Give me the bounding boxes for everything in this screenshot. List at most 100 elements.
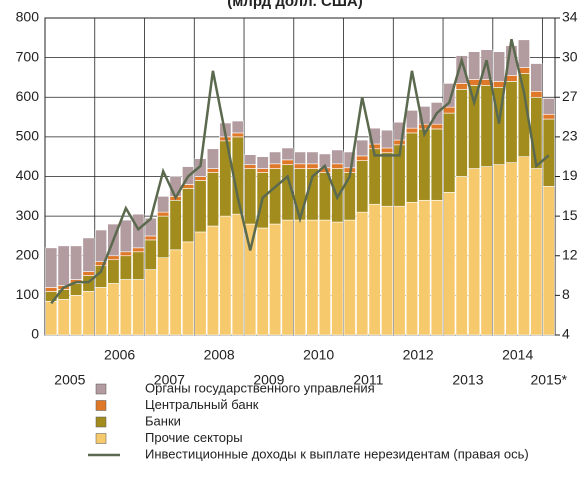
y2-tick-label: 8 xyxy=(562,286,570,302)
bar-segment xyxy=(107,255,120,261)
bar-segment xyxy=(82,291,95,336)
bar-segment xyxy=(542,113,555,120)
legend-label: Банки xyxy=(145,413,181,428)
bar-segment xyxy=(381,147,394,154)
bar-segment xyxy=(368,127,381,145)
bar-segment xyxy=(468,51,481,80)
bar-segment xyxy=(530,168,543,336)
bar-segment xyxy=(132,251,145,280)
bar-segment xyxy=(82,271,95,276)
bar-segment xyxy=(219,215,232,336)
x-tick-label: 2013 xyxy=(452,372,483,388)
bar-segment xyxy=(256,227,269,336)
bar-segment xyxy=(157,211,170,217)
bar-segment xyxy=(45,247,58,288)
bar-segment xyxy=(269,163,282,169)
bar-segment xyxy=(530,63,543,92)
bar-segment xyxy=(530,91,543,98)
bar-segment xyxy=(119,279,132,336)
y-tick-label: 200 xyxy=(16,246,40,262)
bar-segment xyxy=(269,223,282,336)
bar-segment xyxy=(231,120,244,134)
x-tick-label: 2008 xyxy=(204,347,235,363)
y2-tick-label: 19 xyxy=(562,167,578,183)
bar-segment xyxy=(256,168,269,173)
y-tick-label: 500 xyxy=(16,128,40,144)
bar-segment xyxy=(493,51,506,82)
bar-segment xyxy=(144,269,157,336)
bar-segment xyxy=(45,287,58,292)
legend-swatch xyxy=(95,383,107,395)
bar-segment xyxy=(281,219,294,336)
bar-segment xyxy=(443,106,456,114)
x-tick-label: 2012 xyxy=(403,347,434,363)
bar-segment xyxy=(244,154,257,165)
bar-segment xyxy=(169,199,182,251)
y-tick-label: 400 xyxy=(16,167,40,183)
bar-segment xyxy=(293,219,307,336)
bar-segment xyxy=(381,152,394,207)
bar-segment xyxy=(144,235,157,241)
chart-title: (млрд долл. США) xyxy=(227,0,363,10)
bar-segment xyxy=(119,255,132,280)
bar-segment xyxy=(430,199,443,336)
bar-segment xyxy=(493,164,506,336)
bar-segment xyxy=(306,219,319,336)
bar-segment xyxy=(132,279,145,336)
bar-segment xyxy=(107,259,120,284)
bar-segment xyxy=(343,151,356,169)
bar-segment xyxy=(144,239,157,270)
bar-segment xyxy=(356,155,369,161)
y-tick-label: 600 xyxy=(16,88,40,104)
bar-segment xyxy=(480,85,493,167)
bar-segment xyxy=(231,132,244,138)
bar-segment xyxy=(381,205,394,336)
bar-segment xyxy=(169,249,182,336)
bar-segment xyxy=(468,79,481,86)
bar-segment xyxy=(70,283,83,296)
bar-segment xyxy=(94,287,107,336)
x-tick-label: 2014 xyxy=(502,347,533,363)
x-tick-label: 2007 xyxy=(154,372,185,388)
y2-tick-label: 23 xyxy=(562,128,578,144)
legend-label: Прочие секторы xyxy=(145,430,243,445)
bar-segment xyxy=(542,98,555,115)
bar-segment xyxy=(542,118,555,187)
bar-segment xyxy=(269,151,282,165)
bar-segment xyxy=(318,172,331,221)
bar-segment xyxy=(455,55,468,84)
bar-segment xyxy=(393,205,406,336)
bar-segment xyxy=(356,211,369,336)
bar-segment xyxy=(57,245,70,286)
bar-segment xyxy=(405,201,418,336)
x-tick-label: 2009 xyxy=(253,372,284,388)
bar-segment xyxy=(368,148,381,205)
bar-segment xyxy=(194,231,207,336)
bar-segment xyxy=(505,75,518,82)
bar-segment xyxy=(94,229,107,262)
bar-segment xyxy=(293,163,307,169)
bar-segment xyxy=(281,159,294,165)
y-tick-label: 700 xyxy=(16,48,40,64)
bar-segment xyxy=(256,156,269,169)
legend-swatch xyxy=(95,400,107,411)
bar-segment xyxy=(244,168,257,225)
legend-label: Органы государственного управления xyxy=(145,380,375,395)
bar-segment xyxy=(132,247,145,253)
legend-label: Центральный банк xyxy=(145,397,259,412)
bar-segment xyxy=(157,215,170,259)
bar-segment xyxy=(418,106,431,125)
bar-segment xyxy=(244,223,257,336)
bar-segment xyxy=(468,168,481,336)
bar-segment xyxy=(517,39,530,68)
line xyxy=(50,38,550,305)
bar-segment xyxy=(206,168,219,173)
bar-segment xyxy=(505,162,518,336)
bar-segment xyxy=(480,166,493,336)
bar-segment xyxy=(70,245,83,280)
bar-segment xyxy=(443,83,456,108)
bar-segment xyxy=(45,301,58,336)
bar-segment xyxy=(194,180,207,233)
bar-segment xyxy=(231,213,244,336)
y-tick-label: 0 xyxy=(31,326,39,342)
